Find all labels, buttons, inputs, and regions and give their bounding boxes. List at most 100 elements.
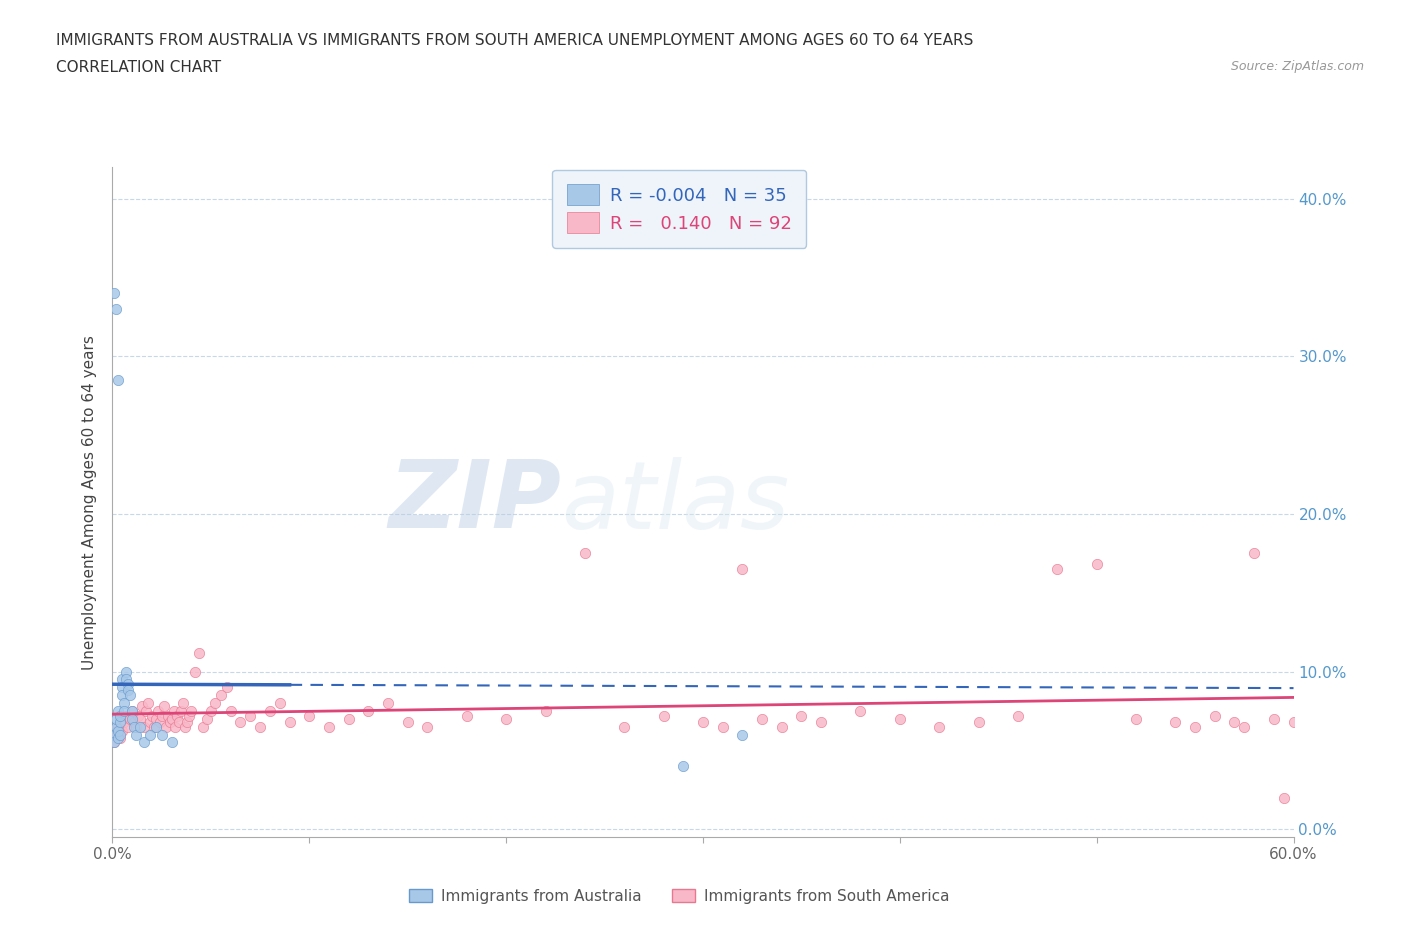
Point xyxy=(105,719,128,734)
Point xyxy=(121,703,143,718)
Point xyxy=(160,735,183,750)
Point xyxy=(150,709,173,724)
Point xyxy=(127,709,149,724)
Point xyxy=(672,759,695,774)
Point xyxy=(105,711,128,726)
Point xyxy=(103,735,125,750)
Point xyxy=(377,696,399,711)
Point xyxy=(110,709,132,724)
Point xyxy=(136,696,159,711)
Point xyxy=(155,719,177,734)
Point xyxy=(165,719,187,734)
Point xyxy=(110,714,132,729)
Point xyxy=(107,730,129,745)
Point xyxy=(103,286,125,301)
Point xyxy=(357,703,380,718)
Point xyxy=(149,714,172,729)
Point xyxy=(172,696,194,711)
Point xyxy=(170,703,193,718)
Point xyxy=(125,727,148,742)
Point xyxy=(1282,714,1305,729)
Point xyxy=(810,714,832,729)
Point xyxy=(534,703,557,718)
Point xyxy=(169,714,191,729)
Point xyxy=(318,719,340,734)
Text: atlas: atlas xyxy=(561,457,790,548)
Point xyxy=(731,562,754,577)
Point xyxy=(219,703,242,718)
Point xyxy=(174,719,197,734)
Point xyxy=(731,727,754,742)
Point xyxy=(145,719,167,734)
Point xyxy=(121,711,143,726)
Y-axis label: Unemployment Among Ages 60 to 64 years: Unemployment Among Ages 60 to 64 years xyxy=(82,335,97,670)
Point xyxy=(1184,719,1206,734)
Point xyxy=(117,683,139,698)
Point xyxy=(456,709,478,724)
Point xyxy=(117,677,139,692)
Point xyxy=(1223,714,1246,729)
Point xyxy=(111,672,134,687)
Point xyxy=(1204,709,1226,724)
Point xyxy=(1263,711,1285,726)
Point xyxy=(129,711,152,726)
Point xyxy=(132,719,155,734)
Point xyxy=(613,719,636,734)
Point xyxy=(180,703,202,718)
Text: Source: ZipAtlas.com: Source: ZipAtlas.com xyxy=(1230,60,1364,73)
Point xyxy=(188,645,211,660)
Point xyxy=(159,714,181,729)
Point xyxy=(495,711,517,726)
Point xyxy=(751,711,773,726)
Point xyxy=(692,714,714,729)
Point xyxy=(1164,714,1187,729)
Point xyxy=(105,727,128,742)
Point xyxy=(184,664,207,679)
Point xyxy=(139,714,162,729)
Point xyxy=(145,711,167,726)
Point xyxy=(396,714,419,729)
Point xyxy=(249,719,271,734)
Point xyxy=(110,730,132,745)
Point xyxy=(215,680,238,695)
Point xyxy=(115,664,138,679)
Point xyxy=(770,719,793,734)
Point xyxy=(111,680,134,695)
Point xyxy=(122,714,145,729)
Point xyxy=(179,709,201,724)
Point xyxy=(1243,546,1265,561)
Point xyxy=(129,719,152,734)
Text: IMMIGRANTS FROM AUSTRALIA VS IMMIGRANTS FROM SOUTH AMERICA UNEMPLOYMENT AMONG AG: IMMIGRANTS FROM AUSTRALIA VS IMMIGRANTS … xyxy=(56,33,973,47)
Text: CORRELATION CHART: CORRELATION CHART xyxy=(56,60,221,75)
Point xyxy=(107,373,129,388)
Point xyxy=(1046,562,1069,577)
Point xyxy=(269,696,291,711)
Point xyxy=(928,719,950,734)
Legend: Immigrants from Australia, Immigrants from South America: Immigrants from Australia, Immigrants fr… xyxy=(404,883,956,910)
Point xyxy=(229,714,252,729)
Point xyxy=(150,727,173,742)
Point xyxy=(121,703,143,718)
Point xyxy=(195,711,218,726)
Point xyxy=(152,698,174,713)
Point xyxy=(132,735,155,750)
Point xyxy=(191,719,214,734)
Point xyxy=(166,709,188,724)
Point xyxy=(115,709,138,724)
Point xyxy=(298,709,321,724)
Point xyxy=(112,696,135,711)
Point xyxy=(111,724,134,738)
Point xyxy=(1007,709,1029,724)
Point xyxy=(200,703,222,718)
Point xyxy=(117,719,139,734)
Point xyxy=(849,703,872,718)
Point xyxy=(139,727,162,742)
Point xyxy=(204,696,226,711)
Point xyxy=(112,714,135,729)
Point xyxy=(160,711,183,726)
Point xyxy=(967,714,990,729)
Point xyxy=(790,709,813,724)
Point xyxy=(107,724,129,738)
Point xyxy=(111,688,134,703)
Text: ZIP: ZIP xyxy=(388,457,561,548)
